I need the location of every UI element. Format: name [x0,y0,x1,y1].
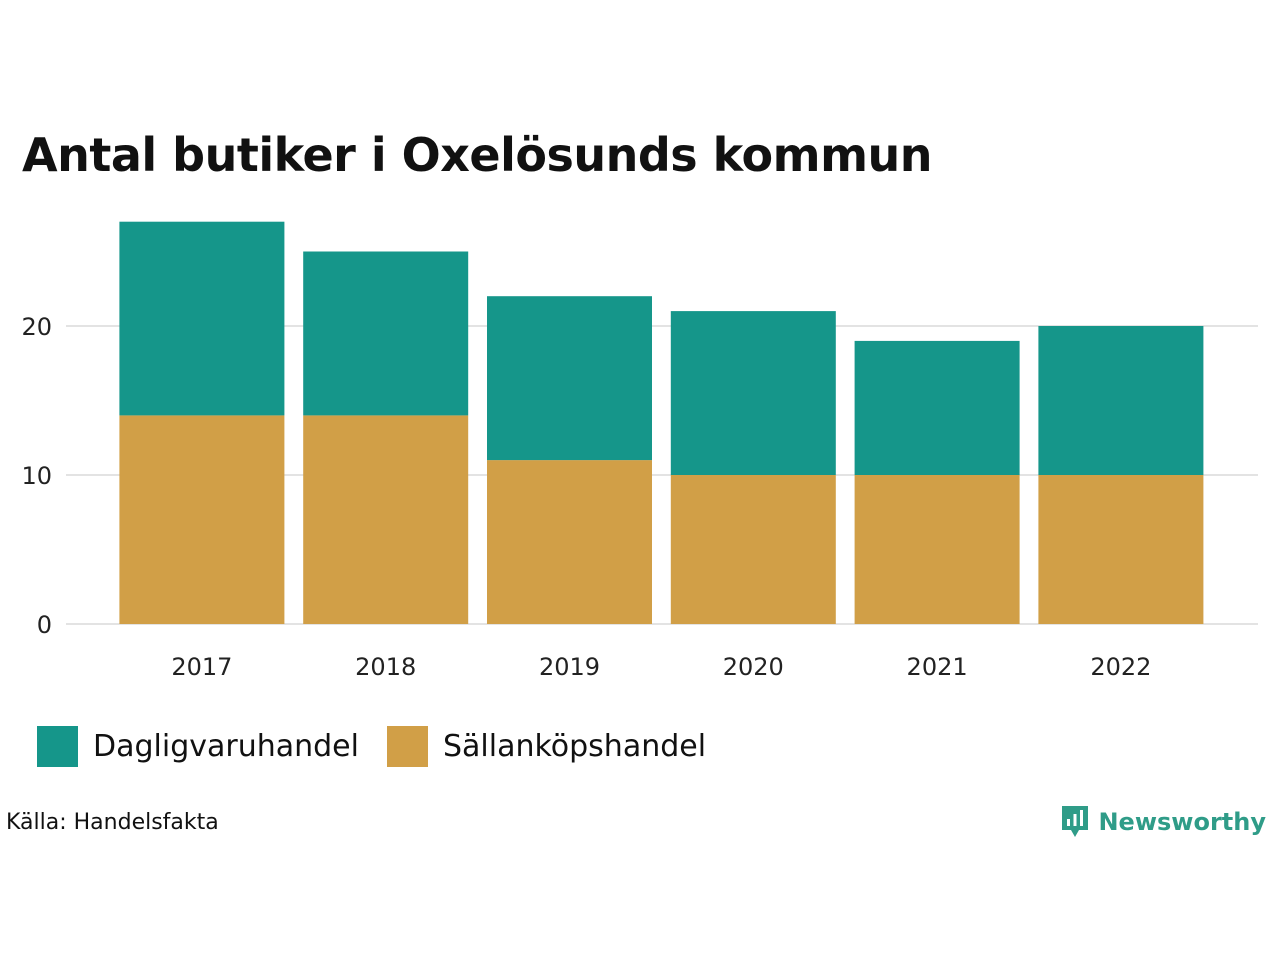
y-axis-ticks: 0 10 20 [21,313,52,639]
legend-label-dagligvaruhandel: Dagligvaruhandel [93,729,359,764]
x-tick-label-2018: 2018 [355,653,416,681]
bar-dagligvaruhandel-2018 [303,251,469,416]
x-axis-ticks: 2017 2018 2019 2020 2021 2022 [171,653,1151,681]
legend-swatch-sallankopshandel [386,726,428,767]
legend-item-dagligvaruhandel: Dagligvaruhandel [37,726,359,767]
legend-item-sallankopshandel: Sällanköpshandel [386,726,707,767]
stacked-bar-chart: 0 10 20 2017 2018 2019 2020 2021 2022 [21,221,1258,681]
bars [119,221,1204,624]
bar-s-llank-pshandel-2020 [670,475,836,624]
y-tick-label: 0 [37,611,52,639]
bar-s-llank-pshandel-2018 [303,415,469,624]
legend-label-sallankopshandel: Sällanköpshandel [442,729,707,764]
bar-dagligvaruhandel-2020 [670,311,836,475]
y-tick-label: 20 [21,313,52,341]
y-tick-label: 10 [21,462,52,490]
bar-s-llank-pshandel-2021 [854,475,1020,624]
bar-s-llank-pshandel-2022 [1038,475,1204,624]
x-tick-label-2022: 2022 [1090,653,1151,681]
brand-logo: Newsworthy [1060,804,1266,840]
legend-swatch-dagligvaruhandel [37,726,78,767]
legend: Dagligvaruhandel Sällanköpshandel [37,726,734,767]
bar-chart-speech-bubble-icon [1062,806,1089,837]
x-tick-label-2021: 2021 [907,653,968,681]
bar-dagligvaruhandel-2022 [1038,326,1204,475]
bar-dagligvaruhandel-2017 [119,221,285,416]
chart-title: Antal butiker i Oxelösunds kommun [22,128,933,182]
bar-s-llank-pshandel-2019 [487,460,652,624]
brand-name: Newsworthy [1098,808,1266,836]
x-tick-label-2017: 2017 [171,653,232,681]
x-tick-label-2020: 2020 [723,653,784,681]
source-note: Källa: Handelsfakta [6,810,219,835]
bar-dagligvaruhandel-2021 [854,340,1020,475]
bar-dagligvaruhandel-2019 [487,296,652,461]
x-tick-label-2019: 2019 [539,653,600,681]
bar-s-llank-pshandel-2017 [119,415,285,624]
